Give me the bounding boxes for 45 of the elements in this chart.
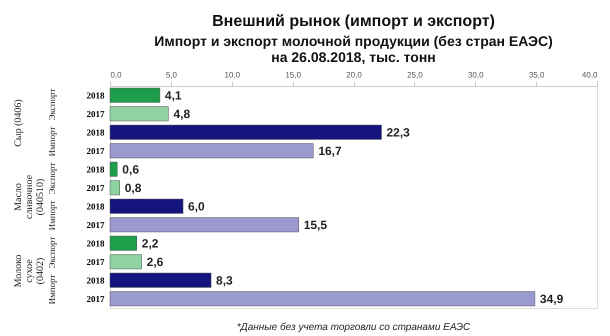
x-tick-label: 35,0 bbox=[528, 70, 545, 80]
data-label: 6,0 bbox=[188, 199, 206, 214]
text: Экспорт bbox=[47, 162, 57, 194]
x-tick-label: 0,0 bbox=[110, 70, 122, 80]
chart-subtitle: Импорт и экспорт молочной продукции (без стран ЕАЭС) на 26.08.2018, тыс. тонн bbox=[154, 33, 553, 65]
text: Сыр (0406) bbox=[13, 99, 24, 147]
x-tick-label: 5,0 bbox=[166, 70, 178, 80]
text: Масло сливочное (040510) bbox=[13, 174, 46, 220]
text: Импорт bbox=[47, 274, 57, 304]
data-label: 15,5 bbox=[304, 218, 328, 232]
data-label: 8,3 bbox=[216, 273, 234, 288]
x-tick-label: 10,0 bbox=[224, 70, 241, 80]
y-tick-label: 2018 bbox=[86, 164, 105, 174]
y-tick-label: 2017 bbox=[86, 146, 105, 156]
data-label: 4,1 bbox=[164, 88, 182, 102]
data-label: 0,6 bbox=[122, 162, 140, 176]
y-tick-label: 2017 bbox=[86, 182, 105, 193]
data-label: 2,6 bbox=[146, 254, 164, 269]
y-tick-label: 2018 bbox=[86, 127, 105, 138]
text: Экспорт bbox=[47, 88, 57, 120]
y-tick-label: 2018 bbox=[86, 238, 105, 248]
x-tick-label: 25,0 bbox=[407, 70, 424, 80]
chart-title: Внешний рынок (импорт и экспорт) bbox=[212, 13, 495, 30]
y-tick-label: 2018 bbox=[86, 275, 105, 286]
text: Экспорт bbox=[47, 236, 57, 268]
data-label: 16,7 bbox=[318, 144, 342, 158]
text: Импорт bbox=[47, 200, 57, 230]
data-label: 2,2 bbox=[142, 236, 159, 250]
y-tick-label: 2017 bbox=[86, 256, 105, 267]
x-tick-label: 20,0 bbox=[346, 70, 362, 80]
data-label: 34,9 bbox=[540, 292, 564, 306]
y-tick-label: 2018 bbox=[86, 201, 105, 212]
x-tick-label: 40,0 bbox=[582, 70, 598, 80]
x-tick-label: 15,0 bbox=[285, 70, 302, 80]
data-label: 4,8 bbox=[173, 106, 190, 121]
data-label: 22,3 bbox=[386, 125, 410, 140]
x-tick-label: 30,0 bbox=[468, 70, 484, 80]
y-tick-label: 2017 bbox=[86, 294, 105, 304]
y-tick-label: 2017 bbox=[86, 108, 105, 119]
text: Молоко сухое (0402) bbox=[13, 254, 46, 288]
text: *Данные без учета торговли со странами ЕАЭС bbox=[236, 322, 472, 333]
text: Импорт bbox=[47, 126, 57, 156]
y-tick-label: 2017 bbox=[86, 220, 105, 230]
data-label: 0,8 bbox=[124, 180, 142, 195]
y-tick-label: 2018 bbox=[86, 90, 105, 100]
